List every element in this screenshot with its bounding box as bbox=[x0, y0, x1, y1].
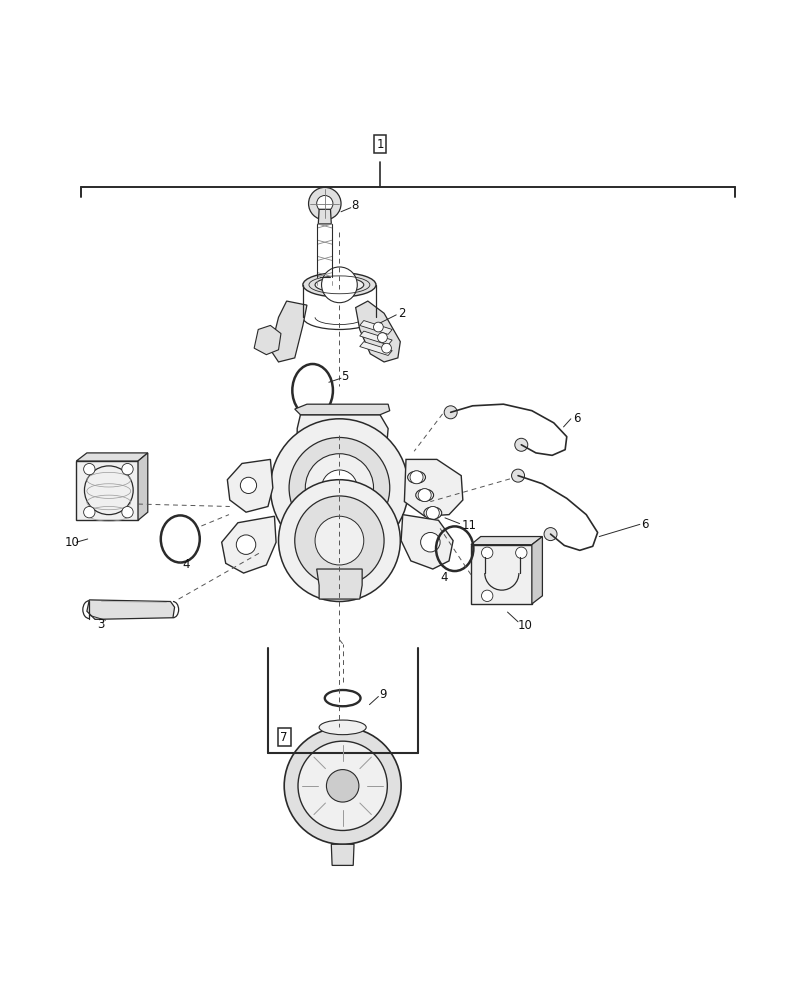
Ellipse shape bbox=[303, 273, 375, 297]
Circle shape bbox=[326, 770, 358, 802]
Circle shape bbox=[315, 516, 363, 565]
Polygon shape bbox=[355, 301, 400, 362]
Circle shape bbox=[481, 547, 492, 558]
Circle shape bbox=[543, 528, 556, 541]
Ellipse shape bbox=[407, 471, 425, 483]
Circle shape bbox=[298, 741, 387, 830]
Polygon shape bbox=[331, 844, 354, 865]
Text: 1: 1 bbox=[375, 138, 384, 151]
Circle shape bbox=[240, 477, 256, 494]
Ellipse shape bbox=[315, 278, 363, 292]
Polygon shape bbox=[87, 600, 174, 619]
Polygon shape bbox=[138, 453, 148, 520]
Text: 11: 11 bbox=[461, 519, 475, 532]
Circle shape bbox=[418, 489, 431, 502]
Ellipse shape bbox=[415, 489, 433, 501]
Circle shape bbox=[308, 187, 341, 220]
Ellipse shape bbox=[423, 507, 441, 519]
Circle shape bbox=[284, 727, 401, 844]
Circle shape bbox=[331, 426, 339, 434]
Circle shape bbox=[305, 454, 373, 522]
Circle shape bbox=[410, 471, 423, 484]
Polygon shape bbox=[297, 415, 388, 455]
Text: 5: 5 bbox=[341, 370, 348, 383]
Circle shape bbox=[278, 480, 400, 601]
Polygon shape bbox=[359, 321, 392, 334]
Polygon shape bbox=[470, 545, 531, 604]
Circle shape bbox=[511, 469, 524, 482]
Polygon shape bbox=[470, 537, 542, 545]
Circle shape bbox=[515, 547, 526, 558]
Polygon shape bbox=[254, 325, 281, 355]
Polygon shape bbox=[294, 404, 389, 415]
Circle shape bbox=[236, 535, 255, 554]
Polygon shape bbox=[227, 459, 272, 512]
Polygon shape bbox=[404, 459, 462, 516]
Polygon shape bbox=[359, 331, 392, 345]
Circle shape bbox=[294, 496, 384, 585]
Text: 9: 9 bbox=[379, 688, 386, 701]
Circle shape bbox=[84, 466, 133, 515]
Circle shape bbox=[373, 322, 383, 332]
Circle shape bbox=[481, 590, 492, 601]
Circle shape bbox=[84, 463, 95, 475]
Circle shape bbox=[377, 333, 387, 342]
Text: 4: 4 bbox=[182, 558, 190, 571]
Ellipse shape bbox=[319, 720, 366, 735]
Circle shape bbox=[270, 419, 408, 557]
Circle shape bbox=[321, 267, 357, 303]
Text: 6: 6 bbox=[573, 412, 580, 425]
Text: 10: 10 bbox=[517, 619, 532, 632]
Circle shape bbox=[381, 343, 391, 353]
Text: 10: 10 bbox=[65, 536, 79, 549]
Circle shape bbox=[316, 196, 333, 212]
Polygon shape bbox=[221, 516, 276, 573]
Circle shape bbox=[444, 406, 457, 419]
Polygon shape bbox=[316, 569, 362, 599]
Circle shape bbox=[327, 422, 343, 438]
Polygon shape bbox=[76, 461, 138, 520]
Polygon shape bbox=[76, 453, 148, 461]
Text: 4: 4 bbox=[440, 571, 447, 584]
Circle shape bbox=[514, 438, 527, 451]
Polygon shape bbox=[270, 301, 307, 362]
Polygon shape bbox=[359, 342, 392, 355]
Polygon shape bbox=[531, 537, 542, 604]
Circle shape bbox=[420, 532, 440, 552]
Circle shape bbox=[122, 463, 133, 475]
Circle shape bbox=[84, 506, 95, 518]
Text: 7: 7 bbox=[280, 731, 288, 744]
Text: 2: 2 bbox=[397, 307, 405, 320]
Circle shape bbox=[321, 470, 357, 506]
Text: 3: 3 bbox=[97, 618, 105, 631]
Polygon shape bbox=[318, 209, 331, 224]
Circle shape bbox=[122, 506, 133, 518]
Text: 8: 8 bbox=[350, 199, 358, 212]
Circle shape bbox=[426, 506, 439, 519]
Text: 6: 6 bbox=[641, 518, 648, 531]
Circle shape bbox=[289, 437, 389, 538]
Polygon shape bbox=[401, 515, 453, 569]
